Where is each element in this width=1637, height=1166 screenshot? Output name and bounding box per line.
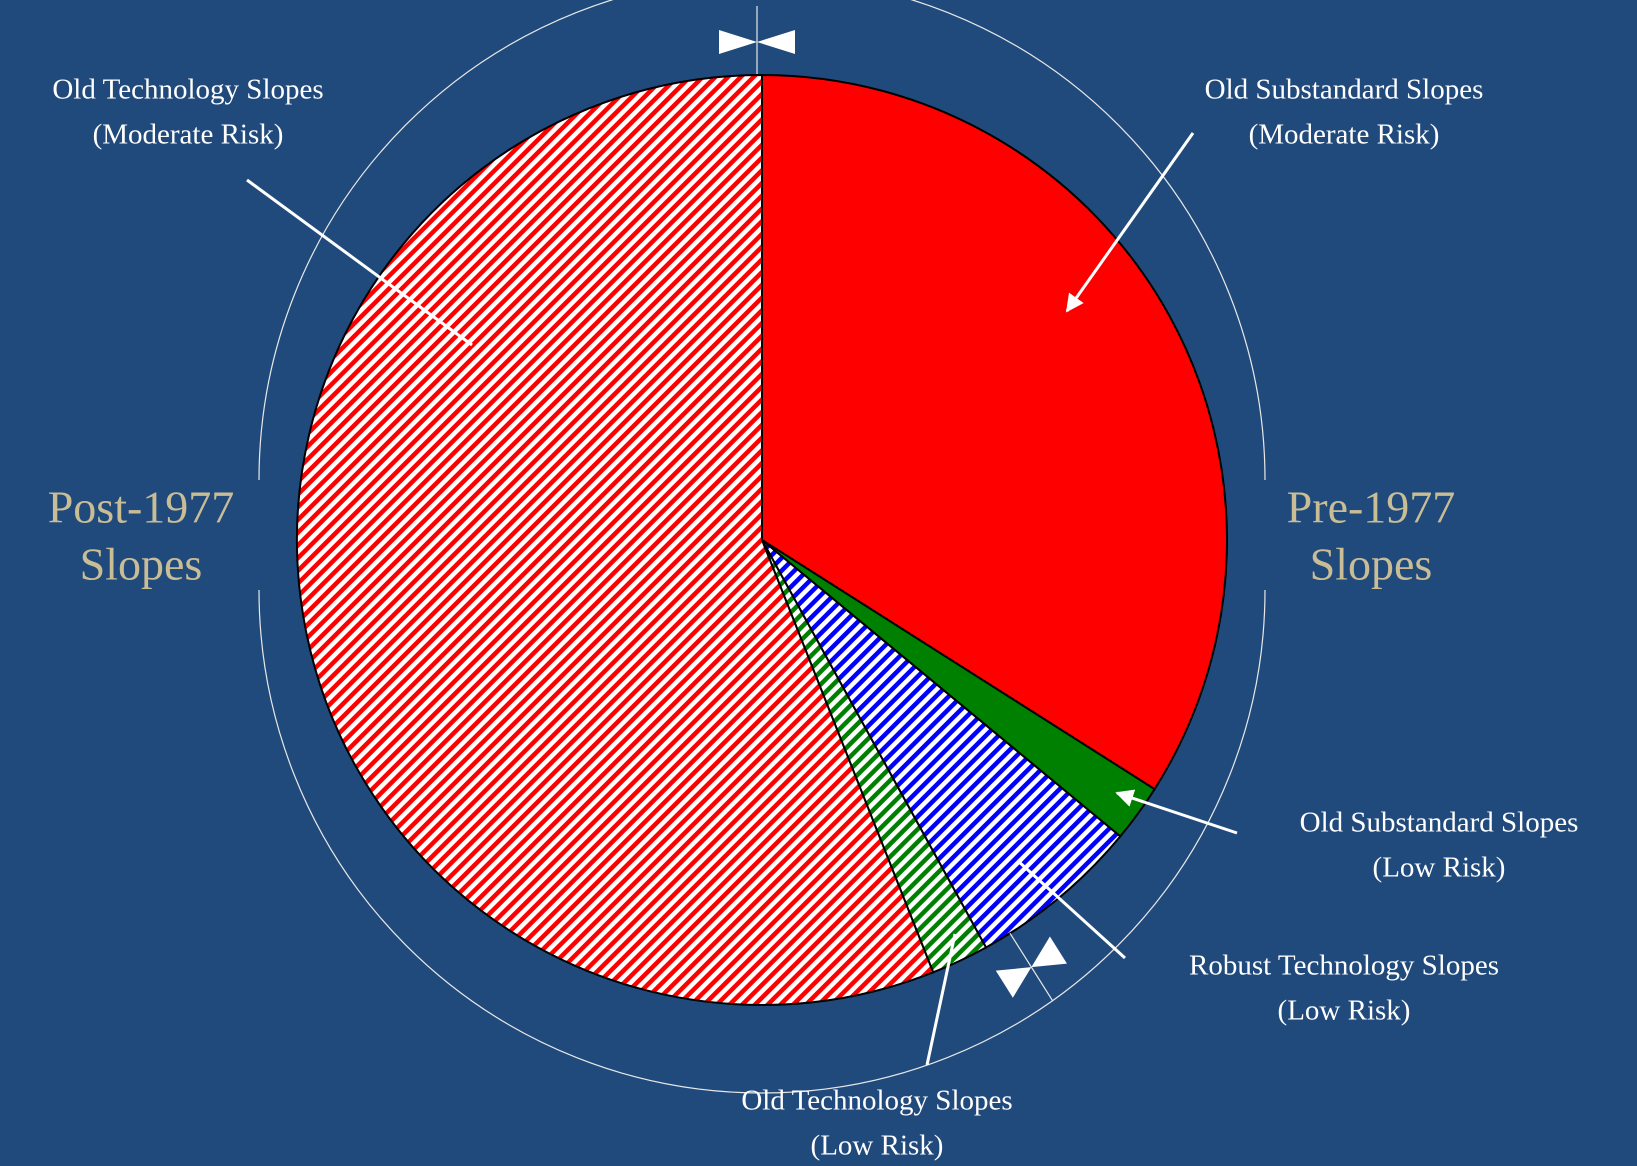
slice-label: (Low Risk) <box>811 1130 944 1162</box>
leader-line <box>1065 132 1195 313</box>
leader-line <box>1016 859 1127 960</box>
leader-line <box>1115 789 1238 835</box>
leader-line <box>246 178 473 347</box>
group-label: Post-1977 <box>48 482 235 533</box>
outer-ring <box>258 0 1266 481</box>
slice-label: Old Technology Slopes <box>741 1085 1012 1117</box>
slice-label: (Low Risk) <box>1278 995 1411 1027</box>
group-label: Pre-1977 <box>1287 482 1456 533</box>
slice-label: Old Technology Slopes <box>52 74 323 106</box>
group-label: Slopes <box>80 539 203 590</box>
pie-slice <box>761 73 1228 791</box>
slice-label: Old Substandard Slopes <box>1205 74 1484 106</box>
slice-label: (Low Risk) <box>1373 852 1506 884</box>
divider-marker <box>995 936 1067 998</box>
slice-label: Robust Technology Slopes <box>1189 950 1499 982</box>
outer-ring <box>258 589 1266 1094</box>
slice-label: (Moderate Risk) <box>1249 119 1440 151</box>
slice-label: Old Substandard Slopes <box>1300 807 1579 839</box>
pie-slice <box>296 73 935 1006</box>
group-label: Slopes <box>1310 539 1433 590</box>
divider-marker <box>995 932 1067 1002</box>
slice-label: (Moderate Risk) <box>93 119 284 151</box>
divider-marker <box>719 30 795 54</box>
leader-line <box>925 933 957 1066</box>
